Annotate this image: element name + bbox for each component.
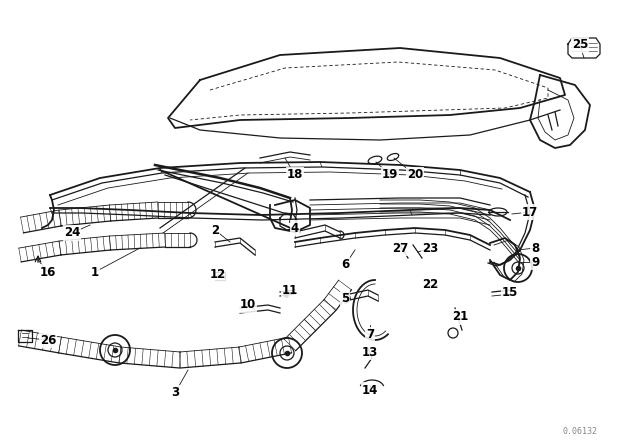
- Text: 14: 14: [362, 383, 378, 396]
- Text: 15: 15: [502, 285, 518, 298]
- Text: 9: 9: [531, 255, 539, 268]
- Text: 2: 2: [211, 224, 219, 237]
- Text: 20: 20: [407, 168, 423, 181]
- Text: 7: 7: [366, 328, 374, 341]
- Text: 11: 11: [282, 284, 298, 297]
- Text: 23: 23: [422, 241, 438, 254]
- Text: 24: 24: [64, 227, 80, 240]
- Text: 22: 22: [422, 279, 438, 292]
- Text: 16: 16: [40, 266, 56, 279]
- Text: 27: 27: [392, 241, 408, 254]
- Text: 26: 26: [40, 333, 56, 346]
- Text: 5: 5: [341, 292, 349, 305]
- Text: 18: 18: [287, 168, 303, 181]
- Text: 4: 4: [291, 221, 299, 234]
- Text: 12: 12: [210, 268, 226, 281]
- Text: 19: 19: [382, 168, 398, 181]
- Text: 10: 10: [240, 298, 256, 311]
- Text: 3: 3: [171, 387, 179, 400]
- Text: 0.06132: 0.06132: [563, 427, 598, 436]
- Text: 6: 6: [341, 258, 349, 271]
- Text: 21: 21: [452, 310, 468, 323]
- Text: 17: 17: [522, 206, 538, 219]
- Text: 8: 8: [531, 241, 539, 254]
- Text: 1: 1: [91, 266, 99, 279]
- Text: 25: 25: [572, 39, 588, 52]
- Text: 13: 13: [362, 345, 378, 358]
